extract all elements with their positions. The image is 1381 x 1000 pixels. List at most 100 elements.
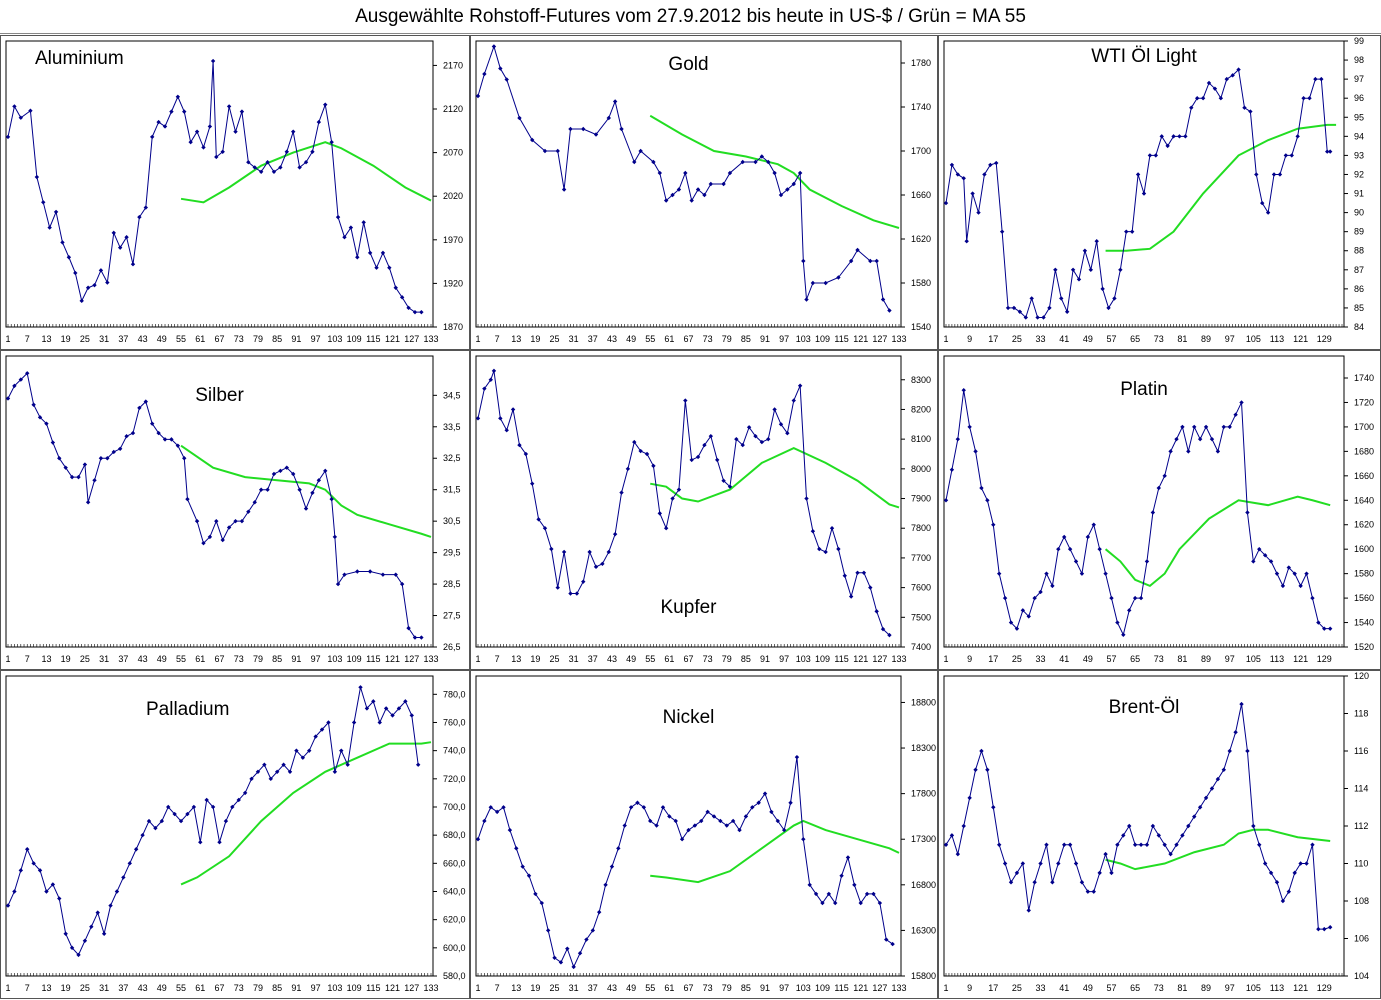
- price-line: [7, 372, 422, 639]
- x-tick-label: 113: [1270, 983, 1284, 993]
- x-tick-label: 97: [779, 983, 789, 993]
- x-tick-label: 1: [943, 654, 948, 664]
- price-point: [37, 415, 43, 420]
- price-point: [967, 424, 972, 430]
- x-tick-label: 43: [138, 654, 148, 664]
- price-point: [1132, 595, 1138, 601]
- price-point: [1265, 210, 1271, 215]
- price-point: [92, 282, 97, 288]
- price-point: [1097, 870, 1102, 876]
- y-tick-label: 680,0: [443, 830, 466, 840]
- price-point: [788, 800, 793, 805]
- x-tick-label: 25: [80, 983, 90, 993]
- y-tick-label: 84: [1354, 322, 1364, 332]
- price-point: [66, 255, 72, 260]
- price-point: [105, 456, 110, 461]
- price-point: [1121, 632, 1126, 637]
- y-tick-label: 1520: [1354, 642, 1374, 652]
- x-tick-label: 97: [1225, 983, 1235, 993]
- price-point: [1056, 861, 1061, 866]
- price-point: [1138, 595, 1144, 601]
- price-point: [143, 205, 148, 210]
- y-tick-label: 660,0: [443, 858, 466, 868]
- x-tick-label: 65: [1130, 654, 1140, 664]
- x-tick-label: 55: [176, 334, 186, 344]
- price-point: [146, 818, 152, 824]
- x-tick-label: 7: [25, 334, 30, 344]
- price-point: [568, 126, 573, 132]
- x-tick-label: 73: [703, 334, 713, 344]
- price-point: [201, 145, 206, 150]
- x-tick-label: 73: [1154, 334, 1164, 344]
- x-tick-label: 13: [41, 334, 51, 344]
- price-point: [57, 456, 62, 461]
- x-tick-label: 133: [891, 654, 906, 664]
- price-point: [12, 104, 17, 109]
- x-tick-label: 91: [760, 334, 770, 344]
- x-tick-label: 17: [988, 334, 998, 344]
- price-point: [804, 297, 809, 302]
- price-point: [1153, 153, 1159, 158]
- price-point: [632, 159, 637, 165]
- price-point: [1121, 833, 1126, 838]
- price-point: [329, 496, 334, 502]
- price-line: [477, 44, 890, 311]
- x-tick-label: 57: [1106, 654, 1116, 664]
- plot-frame: [943, 675, 1345, 977]
- plot-frame: [943, 40, 1345, 328]
- price-point: [491, 368, 497, 374]
- price-point: [1227, 748, 1232, 754]
- x-tick-label: 115: [366, 334, 380, 344]
- x-tick-label: 91: [291, 983, 301, 993]
- y-tick-label: 7500: [911, 612, 931, 622]
- price-point: [25, 847, 30, 852]
- price-point: [804, 496, 809, 501]
- y-tick-label: 17300: [911, 834, 936, 844]
- price-point: [967, 795, 972, 801]
- x-tick-label: 133: [891, 983, 906, 993]
- price-point: [169, 437, 174, 442]
- y-tick-label: 2020: [443, 191, 463, 201]
- y-tick-label: 94: [1354, 131, 1364, 141]
- x-tick-label: 109: [815, 983, 830, 993]
- price-point: [845, 855, 851, 860]
- x-tick-label: 65: [1130, 334, 1140, 344]
- price-point: [1209, 786, 1215, 791]
- price-point: [1295, 134, 1300, 139]
- price-point: [1283, 153, 1289, 158]
- y-tick-label: 87: [1354, 265, 1364, 275]
- price-point: [797, 170, 803, 176]
- price-point: [686, 827, 691, 833]
- price-point: [1047, 305, 1052, 311]
- price-point: [310, 149, 315, 154]
- price-point: [600, 561, 605, 567]
- x-tick-label: 43: [138, 334, 148, 344]
- y-tick-label: 640,0: [443, 886, 466, 896]
- price-point: [785, 187, 790, 192]
- price-point: [1233, 412, 1238, 417]
- x-tick-label: 121: [385, 654, 400, 664]
- x-tick-label: 37: [118, 654, 128, 664]
- price-point: [970, 191, 975, 196]
- x-tick-label: 113: [1270, 654, 1284, 664]
- x-tick-label: 49: [157, 654, 167, 664]
- x-tick-label: 121: [1293, 654, 1308, 664]
- price-point: [1144, 842, 1150, 847]
- price-point: [297, 165, 302, 170]
- x-tick-label: 97: [1225, 654, 1235, 664]
- chart-title: Kupfer: [660, 597, 717, 618]
- price-point: [603, 882, 608, 888]
- price-point: [778, 192, 784, 198]
- price-point: [339, 748, 344, 753]
- price-point: [1218, 96, 1224, 101]
- x-tick-label: 109: [347, 334, 362, 344]
- price-point: [1236, 67, 1241, 72]
- chart-panel-platin: 1 9 17 25 33 41 49 57 65 73 81 89 97 105 113 121 129 1520…: [938, 350, 1381, 670]
- x-tick-label: 113: [1270, 334, 1284, 344]
- price-point: [829, 526, 835, 531]
- price-point: [351, 720, 357, 725]
- price-point: [498, 66, 503, 71]
- price-point: [683, 170, 688, 176]
- y-tick-label: 26,5: [443, 642, 461, 652]
- price-point: [76, 474, 81, 480]
